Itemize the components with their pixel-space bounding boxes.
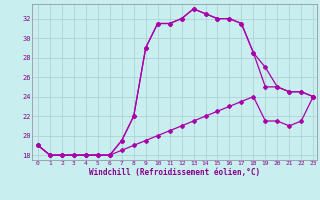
X-axis label: Windchill (Refroidissement éolien,°C): Windchill (Refroidissement éolien,°C): [89, 168, 260, 177]
